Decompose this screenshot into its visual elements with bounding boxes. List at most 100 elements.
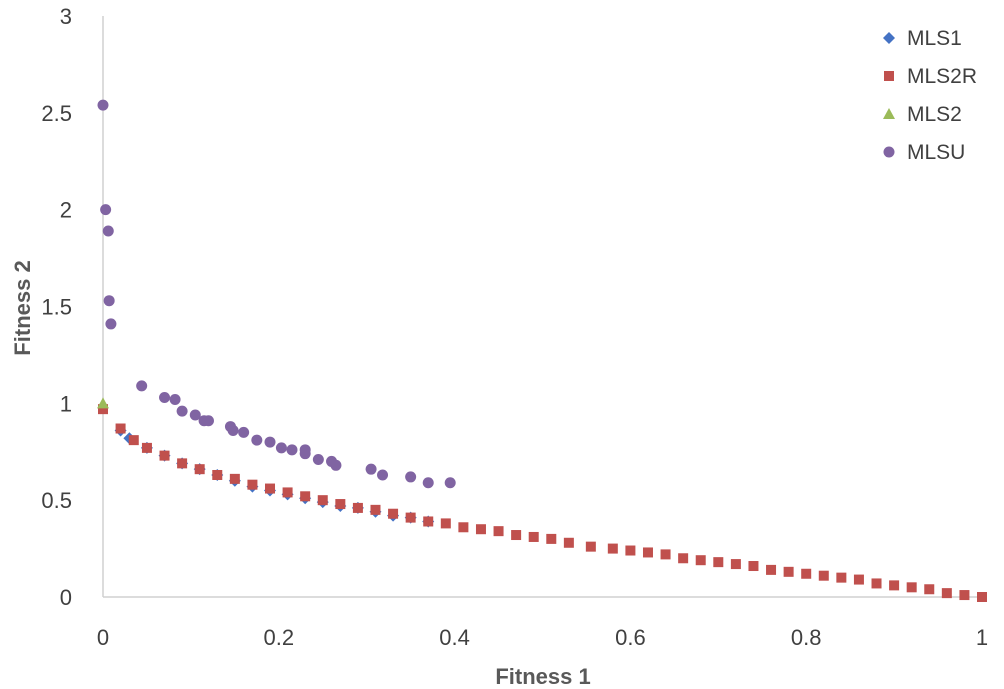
mls2r-point (98, 404, 108, 415)
mls2r-point (585, 541, 596, 552)
mls2r-point (977, 592, 987, 602)
mls2r-point (748, 561, 759, 572)
mls2r-point (405, 512, 416, 523)
mlsu-point (189, 409, 201, 421)
mls2r-point (853, 574, 864, 585)
mls2r-point (941, 588, 952, 599)
mlsu-point (97, 99, 109, 111)
mls2r-point (370, 504, 381, 515)
mlsu-point (227, 424, 239, 436)
mls2r-point (730, 559, 741, 570)
mlsu-point (286, 444, 298, 456)
mls2r-point (317, 495, 328, 506)
mlsu-point (251, 434, 263, 446)
tick-labels: 0 0.2 0.4 0.6 0.8 1 0 0.5 1 1.5 2 2.5 3 (41, 4, 988, 650)
mls2r-point (563, 537, 574, 548)
x-axis-label: Fitness 1 (495, 664, 590, 689)
mls2r-point (511, 530, 522, 541)
legend-mls2-marker (883, 108, 895, 119)
mls2r-point (959, 590, 970, 601)
legend: MLS1 MLS2R MLS2 MLSU (883, 27, 977, 164)
mlsu-point (136, 380, 148, 392)
mls2-point (97, 397, 109, 409)
y-tick-label: 0 (60, 585, 72, 610)
mlsu-point (365, 463, 377, 475)
x-tick-label: 1 (976, 625, 988, 650)
mlsu-point (422, 477, 434, 489)
mls2r-point (660, 549, 671, 560)
mlsu-point (169, 393, 181, 405)
mls2r-point (212, 469, 223, 480)
series-mlsu (97, 99, 456, 489)
y-tick-label: 3 (60, 4, 72, 29)
mlsu-point (176, 405, 188, 417)
mls2r-point (625, 545, 636, 556)
mls2r-point (229, 473, 240, 484)
x-tick-label: 0.4 (439, 625, 470, 650)
mls2r-point (282, 487, 293, 498)
legend-mls2r-label: MLS2R (907, 65, 977, 88)
legend-mlsu-marker (883, 146, 895, 158)
mls2r-point (475, 524, 486, 535)
mls2r-point (642, 547, 653, 558)
legend-mls1-marker (883, 32, 895, 44)
mls2r-point (678, 553, 689, 564)
mls2r-point (440, 518, 451, 529)
mls2r-point (194, 464, 205, 475)
mls2r-point (924, 584, 935, 595)
mls2r-point (871, 578, 882, 589)
y-tick-label: 0.5 (41, 488, 72, 513)
y-tick-label: 1.5 (41, 295, 72, 320)
mlsu-point (238, 426, 250, 438)
legend-mls1-label: MLS1 (907, 27, 962, 50)
y-tick-label: 2 (60, 198, 72, 223)
mlsu-point (102, 225, 114, 237)
mls2r-point (528, 531, 539, 542)
mls2r-point (906, 582, 917, 593)
mls2r-point (177, 458, 188, 469)
mls2r-point (818, 570, 829, 581)
x-tick-label: 0.2 (264, 625, 295, 650)
mlsu-point (330, 459, 342, 471)
mls2r-point (607, 543, 618, 554)
mls2r-point (801, 568, 812, 579)
mls2r-point (695, 555, 706, 566)
legend-mlsu-label: MLSU (907, 141, 965, 164)
series-mls2r (98, 404, 987, 602)
x-tick-label: 0.6 (615, 625, 646, 650)
mls2r-point (836, 572, 847, 583)
mlsu-point (275, 442, 287, 454)
mls2r-point (783, 566, 794, 577)
y-tick-label: 1 (60, 391, 72, 416)
mls2r-point (265, 483, 276, 494)
data-points (97, 99, 987, 602)
y-axis-label: Fitness 2 (10, 260, 35, 355)
x-tick-label: 0 (97, 625, 109, 650)
mls2r-point (300, 491, 311, 502)
mls2r-point (128, 435, 139, 446)
mls2r-point (115, 423, 126, 434)
mlsu-point (264, 436, 276, 448)
mls2r-point (141, 442, 152, 453)
mlsu-point (377, 469, 389, 481)
mlsu-point (105, 318, 117, 330)
legend-mls2r-marker (884, 71, 894, 81)
series-mls2 (97, 397, 109, 409)
mlsu-point (103, 295, 115, 307)
mlsu-point (100, 204, 112, 216)
mls2r-point (713, 557, 724, 568)
mls2r-point (493, 526, 504, 537)
x-tick-label: 0.8 (791, 625, 822, 650)
mls2r-point (889, 580, 900, 591)
mls2r-point (335, 499, 346, 510)
y-tick-label: 2.5 (41, 101, 72, 126)
mlsu-point (299, 448, 311, 460)
axes (102, 16, 982, 598)
mlsu-point (159, 392, 171, 404)
mlsu-point (444, 477, 456, 489)
mls2r-point (423, 516, 434, 527)
mls2r-point (159, 450, 170, 461)
legend-mls2-label: MLS2 (907, 103, 962, 126)
mls2r-point (458, 522, 469, 533)
